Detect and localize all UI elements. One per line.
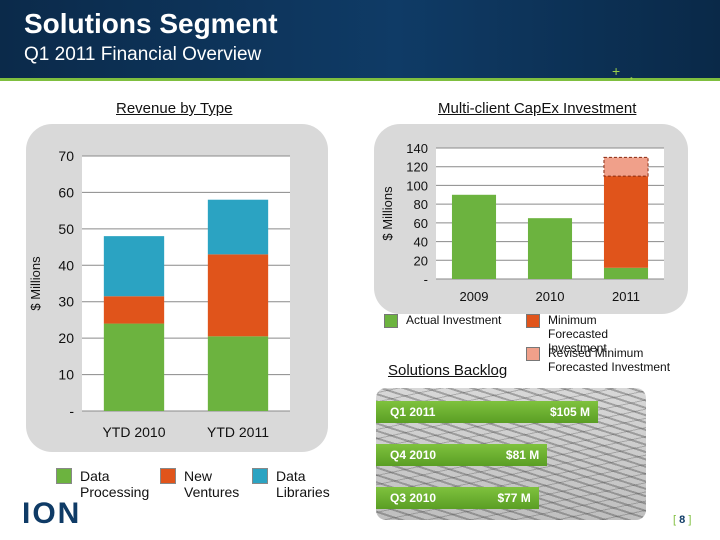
capex-chart: - 20 40 60 80 100 120 140 $ Millions 2009 2010 2011	[380, 141, 664, 304]
y-tick-label: 60	[414, 216, 428, 231]
bar-segment	[527, 218, 573, 279]
backlog-panel: Q1 2011 $105 M Q4 2010 $81 M Q3 2010 $77…	[376, 388, 646, 520]
y-tick-label: 70	[58, 148, 74, 164]
sparkle-icon: +	[612, 63, 621, 79]
bar-segment	[207, 336, 269, 411]
x-tick-label: 2010	[536, 289, 565, 304]
x-tick-label: YTD 2010	[102, 424, 165, 440]
y-tick-label: 120	[406, 160, 428, 175]
page-number-value: 8	[679, 514, 686, 526]
y-tick-label: -	[424, 272, 428, 287]
legend-swatch	[252, 468, 268, 484]
sparkle-icon: •	[630, 74, 633, 83]
legend-actual-investment: Actual Investment	[384, 313, 526, 328]
page-bracket-close: ]	[688, 514, 692, 526]
x-tick-label: YTD 2011	[207, 424, 269, 440]
page-number: [ 8 ]	[673, 514, 691, 526]
bar-segment	[603, 156, 649, 177]
legend-swatch	[160, 468, 176, 484]
bar-segment	[207, 254, 269, 337]
legend-label: Revised Minimum Forecasted Investment	[548, 346, 671, 374]
x-tick-label: 2011	[612, 289, 640, 304]
bar-segment	[103, 323, 165, 411]
y-tick-label: 80	[414, 197, 428, 212]
legend-label: New Ventures	[184, 468, 240, 500]
legend-data-processing: Data Processing	[56, 468, 154, 500]
backlog-value: $77 M	[497, 491, 531, 505]
header-accent-line	[0, 78, 720, 81]
y-tick-label: 20	[58, 330, 74, 346]
y-tick-label: 20	[414, 253, 428, 268]
legend-label: Minimum Forecasted Investment	[548, 313, 609, 355]
legend-label: Actual Investment	[406, 313, 502, 327]
legend-new-ventures: New Ventures	[160, 468, 244, 500]
legend-swatch	[384, 314, 398, 328]
bar-segment	[103, 236, 165, 297]
y-tick-label: 30	[58, 294, 74, 310]
backlog-label: Q4 2010	[390, 448, 437, 462]
y-tick-label: -	[69, 403, 74, 419]
y-axis-label: $ Millions	[380, 186, 395, 241]
legend-swatch	[526, 314, 540, 328]
backlog-label: Q1 2011	[390, 405, 436, 419]
y-tick-label: 140	[406, 141, 428, 156]
bar-segment	[103, 296, 165, 324]
y-tick-label: 40	[58, 257, 74, 273]
bar-segment	[451, 194, 497, 279]
backlog-value: $81 M	[505, 448, 540, 462]
y-tick-label: 10	[58, 367, 74, 383]
bar-segment	[603, 267, 649, 279]
legend-label: Data Processing	[80, 468, 150, 500]
page-title: Solutions Segment	[24, 8, 278, 39]
backlog-bar-q1-2011: Q1 2011 $105 M	[376, 401, 598, 423]
y-tick-label: 60	[58, 184, 74, 200]
company-logo: ION	[22, 497, 82, 530]
backlog-bar-q4-2010: Q4 2010 $81 M	[376, 444, 548, 466]
backlog-bar-q3-2010: Q3 2010 $77 M	[376, 487, 539, 509]
y-axis-label: $ Millions	[28, 256, 43, 311]
legend-data-libraries: Data Libraries	[252, 468, 336, 500]
backlog-value: $105 M	[549, 405, 590, 419]
x-tick-label: 2009	[460, 289, 489, 304]
legend-label: Data Libraries	[276, 468, 330, 500]
revenue-section-title: Revenue by Type	[116, 100, 233, 117]
legend-swatch	[526, 347, 540, 361]
y-tick-label: 50	[58, 221, 74, 237]
bar-segment	[207, 199, 269, 255]
capex-section-title: Multi-client CapEx Investment	[438, 100, 637, 117]
backlog-section-title: Solutions Backlog	[388, 362, 508, 379]
legend-swatch	[56, 468, 72, 484]
slide-header: Solutions Segment Q1 2011 Financial Over…	[0, 0, 720, 78]
bar-segment	[603, 176, 649, 268]
y-tick-label: 40	[414, 235, 428, 250]
y-tick-label: 100	[406, 178, 428, 193]
legend-minimum-forecasted: Minimum Forecasted Investment	[526, 313, 658, 355]
page-bracket-open: [	[673, 514, 677, 526]
backlog-label: Q3 2010	[390, 491, 437, 505]
page-subtitle: Q1 2011 Financial Overview	[24, 44, 262, 65]
legend-revised-minimum-forecasted: Revised Minimum Forecasted Investment	[526, 346, 678, 374]
revenue-chart: - 10 20 30 40 50 60 70 $ Millions YTD 2010 YTD 201…	[28, 148, 290, 440]
